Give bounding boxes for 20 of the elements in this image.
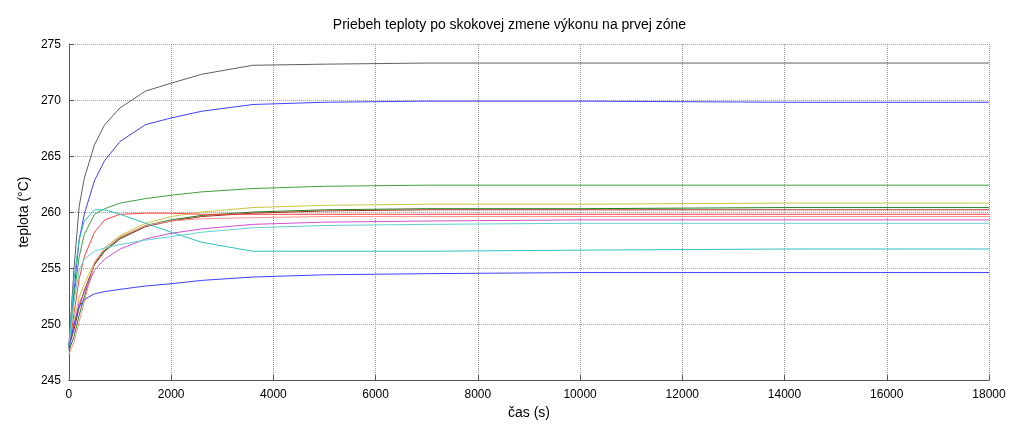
x-tick-label: 6000 (362, 387, 390, 402)
y-tick-label: 265 (40, 149, 62, 164)
x-tick-label: 2000 (157, 387, 185, 402)
y-tick-label: 250 (40, 317, 62, 332)
x-tick-label: 16000 (870, 387, 904, 402)
x-tick-label: 4000 (260, 387, 288, 402)
x-tick-label: 14000 (767, 387, 802, 402)
x-tick-label: 8000 (464, 387, 492, 402)
y-tick-label: 260 (40, 205, 62, 220)
x-tick-label: 12000 (665, 387, 700, 402)
y-tick-label: 255 (40, 261, 62, 276)
x-tick-label: 10000 (563, 387, 598, 402)
x-tick-label: 0 (65, 387, 73, 402)
x-axis-title: čas (s) (507, 404, 550, 420)
chart-title: Priebeh teploty po skokovej zmene výkonu na prvej zóne (332, 16, 687, 32)
y-tick-label: 275 (40, 37, 62, 51)
y-tick-label: 270 (40, 93, 62, 108)
x-tick-label: 18000 (972, 387, 1007, 402)
y-axis-title: teplota (°C) (15, 176, 31, 248)
y-tick-label: 245 (40, 373, 62, 388)
